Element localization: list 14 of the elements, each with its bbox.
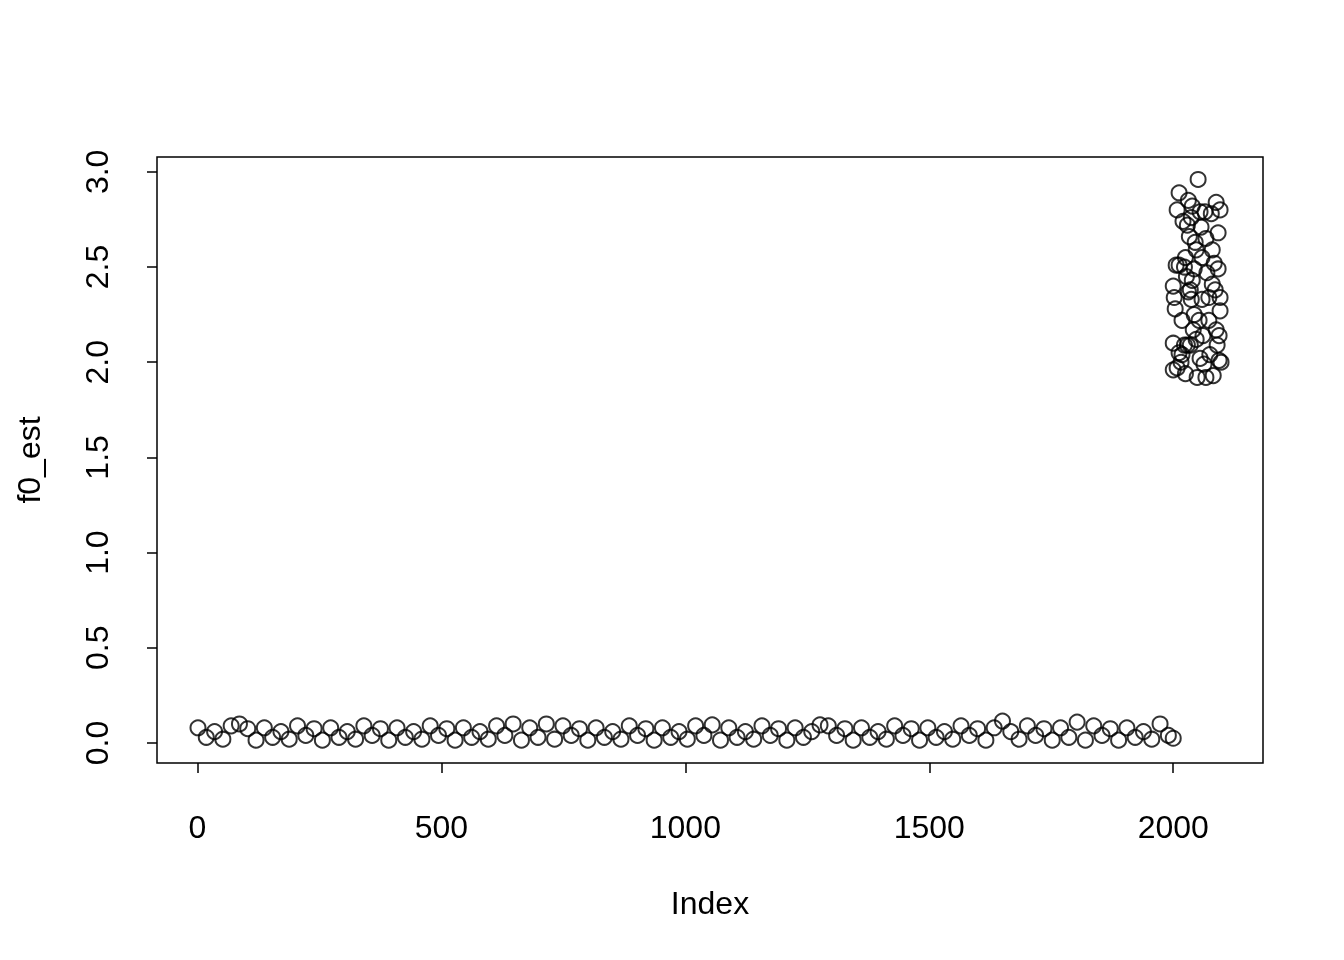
x-tick-label: 500 xyxy=(414,809,469,845)
y-tick-label: 2.5 xyxy=(79,244,115,290)
y-tick-label: 3.0 xyxy=(79,149,115,195)
x-tick-label: 2000 xyxy=(1137,809,1209,845)
y-tick-label: 0.0 xyxy=(79,720,115,766)
y-tick-label: 1.5 xyxy=(79,435,115,480)
y-tick-label: 2.0 xyxy=(79,339,115,385)
x-tick-label: 1000 xyxy=(649,809,721,845)
x-tick-label: 0 xyxy=(188,809,207,845)
y-axis-title: f0_est xyxy=(11,416,47,504)
x-tick-label: 1500 xyxy=(893,809,965,845)
y-tick-label: 1.0 xyxy=(79,530,115,575)
y-tick-label: 0.5 xyxy=(79,625,115,671)
x-axis-title: Index xyxy=(670,885,750,921)
